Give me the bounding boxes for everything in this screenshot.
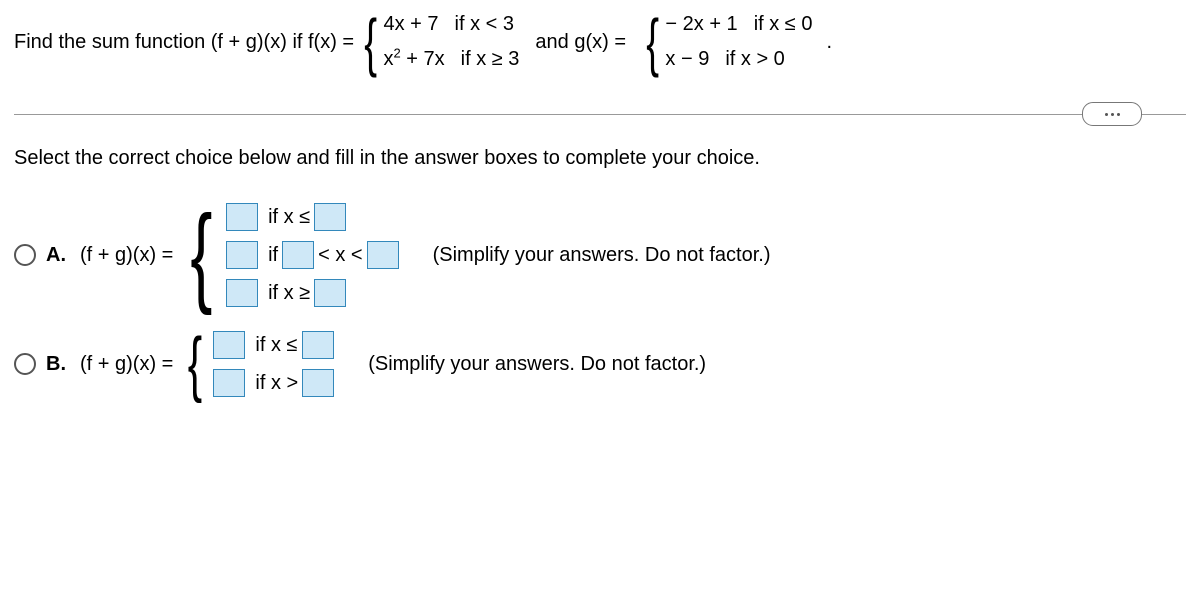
- question-statement: Find the sum function (f + g)(x) if f(x)…: [14, 10, 1186, 74]
- choice-b-lhs: (f + g)(x) =: [80, 353, 173, 376]
- a-row2-high-input[interactable]: [367, 241, 399, 269]
- a-row2-low-input[interactable]: [282, 241, 314, 269]
- more-button[interactable]: [1082, 102, 1142, 126]
- f-piece-2-cond: if x ≥ 3: [461, 48, 520, 71]
- a-row2-expr-input[interactable]: [226, 241, 258, 269]
- b-row2-bound-input[interactable]: [302, 369, 334, 397]
- choice-a-brace: { if x ≤ if < x < if x ≥: [183, 200, 402, 310]
- b-row1-expr-input[interactable]: [213, 331, 245, 359]
- a-row2-mid: < x <: [318, 244, 362, 267]
- g-definition: { − 2x + 1 if x ≤ 0 x − 9 if x > 0: [642, 10, 812, 74]
- a-row3-cond: if x ≥: [268, 282, 310, 305]
- g-piece-1-expr: − 2x + 1: [665, 13, 737, 36]
- f-piece-1-expr: 4x + 7: [383, 13, 438, 36]
- a-row1-cond: if x ≤: [268, 206, 310, 229]
- choice-b-brace: { if x ≤ if x >: [183, 328, 338, 400]
- a-row3-expr-input[interactable]: [226, 279, 258, 307]
- radio-a[interactable]: [14, 244, 36, 266]
- choice-b-hint: (Simplify your answers. Do not factor.): [368, 353, 706, 376]
- choice-b-label: B.: [46, 353, 66, 376]
- brace-left: {: [188, 328, 202, 400]
- b-row1-bound-input[interactable]: [302, 331, 334, 359]
- instruction-text: Select the correct choice below and fill…: [14, 147, 1186, 170]
- radio-b[interactable]: [14, 353, 36, 375]
- divider-container: [14, 114, 1186, 115]
- choice-a-lhs: (f + g)(x) =: [80, 244, 173, 267]
- g-piece-2-expr: x − 9: [665, 48, 709, 71]
- f-piece-1-cond: if x < 3: [455, 13, 514, 36]
- brace-left: {: [646, 10, 659, 74]
- b-row2-cond: if x >: [255, 372, 298, 395]
- g-piece-1-cond: if x ≤ 0: [754, 13, 813, 36]
- choice-a-label: A.: [46, 244, 66, 267]
- b-row1-cond: if x ≤: [255, 334, 297, 357]
- f-definition: { 4x + 7 if x < 3 x2 + 7x if x ≥ 3: [360, 10, 519, 74]
- a-row3-bound-input[interactable]: [314, 279, 346, 307]
- and-text: and g(x) =: [535, 31, 626, 54]
- choice-a-hint: (Simplify your answers. Do not factor.): [433, 244, 771, 267]
- period: .: [826, 31, 832, 54]
- f-piece-2-expr: x2 + 7x: [383, 48, 444, 71]
- divider: [14, 114, 1186, 115]
- choice-a: A. (f + g)(x) = { if x ≤ if < x <: [14, 200, 1186, 310]
- b-row2-expr-input[interactable]: [213, 369, 245, 397]
- a-row2-if: if: [268, 244, 278, 267]
- brace-left: {: [191, 200, 213, 310]
- g-piece-2-cond: if x > 0: [725, 48, 784, 71]
- choice-b: B. (f + g)(x) = { if x ≤ if x > (Simplif…: [14, 328, 1186, 400]
- question-intro: Find the sum function (f + g)(x) if f(x)…: [14, 31, 354, 54]
- a-row1-expr-input[interactable]: [226, 203, 258, 231]
- brace-left: {: [364, 10, 377, 74]
- a-row1-bound-input[interactable]: [314, 203, 346, 231]
